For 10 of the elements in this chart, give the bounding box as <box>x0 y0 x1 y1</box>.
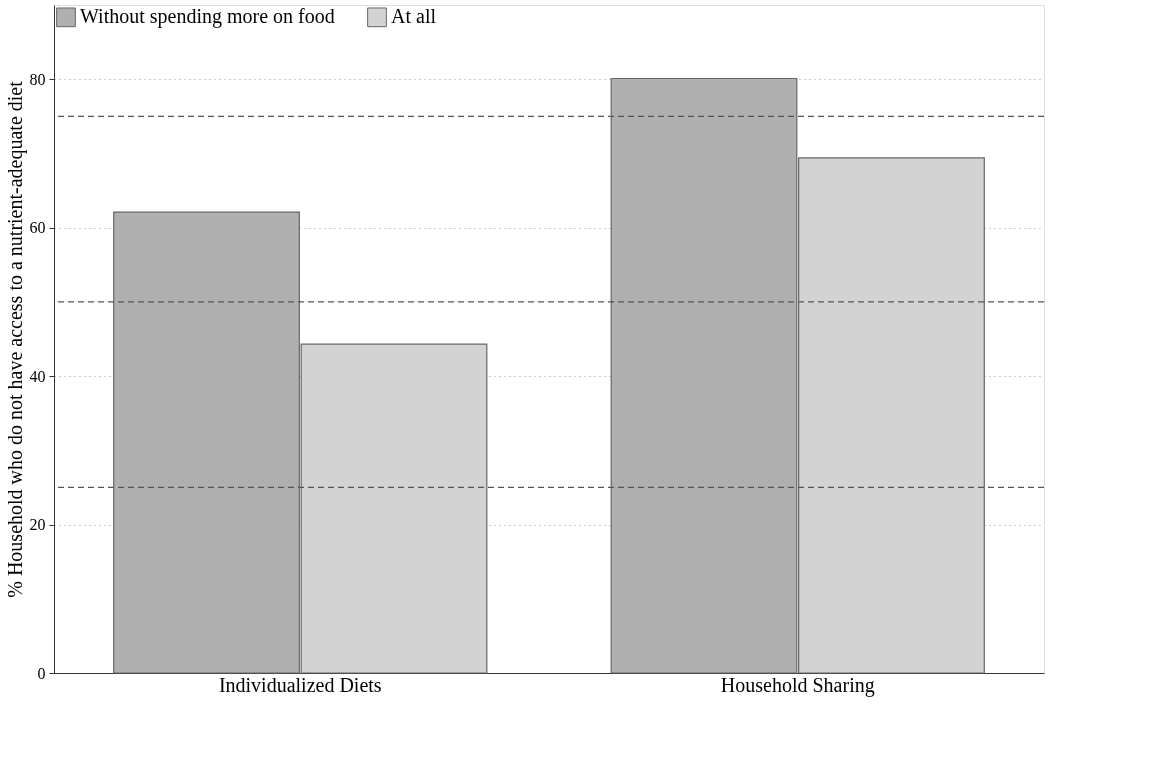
legend-label: Without spending more on food <box>80 5 335 29</box>
x-tick-label: Household Sharing <box>720 673 875 697</box>
y-tick-label: 20 <box>29 516 46 534</box>
y-tick-label: 40 <box>29 367 46 385</box>
y-tick-label: 80 <box>29 70 46 88</box>
y-tick-label: 0 <box>37 664 46 682</box>
legend-label: At all <box>391 5 437 28</box>
y-axis-title: % Household who do not have access to a nutrient-adequate diet <box>3 80 27 598</box>
y-tick-label: 60 <box>29 219 46 237</box>
x-tick-label: Individualized Diets <box>218 673 382 696</box>
